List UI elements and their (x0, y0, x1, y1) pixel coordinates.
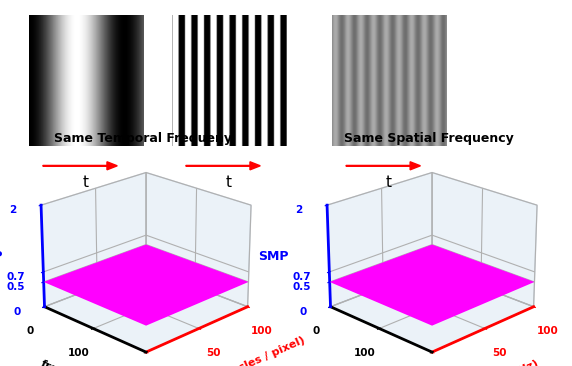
X-axis label: TF (Hz): TF (Hz) (494, 358, 539, 366)
Text: t: t (386, 175, 392, 190)
Title: Same Spatial Frequency: Same Spatial Frequency (344, 132, 514, 145)
Text: t: t (226, 175, 232, 190)
Title: Same Temporal Frequeny: Same Temporal Frequeny (54, 132, 232, 145)
X-axis label: SF (units of cycles / pixel): SF (units of cycles / pixel) (155, 335, 307, 366)
Text: t: t (83, 175, 89, 190)
Y-axis label: frames: frames (39, 359, 83, 366)
